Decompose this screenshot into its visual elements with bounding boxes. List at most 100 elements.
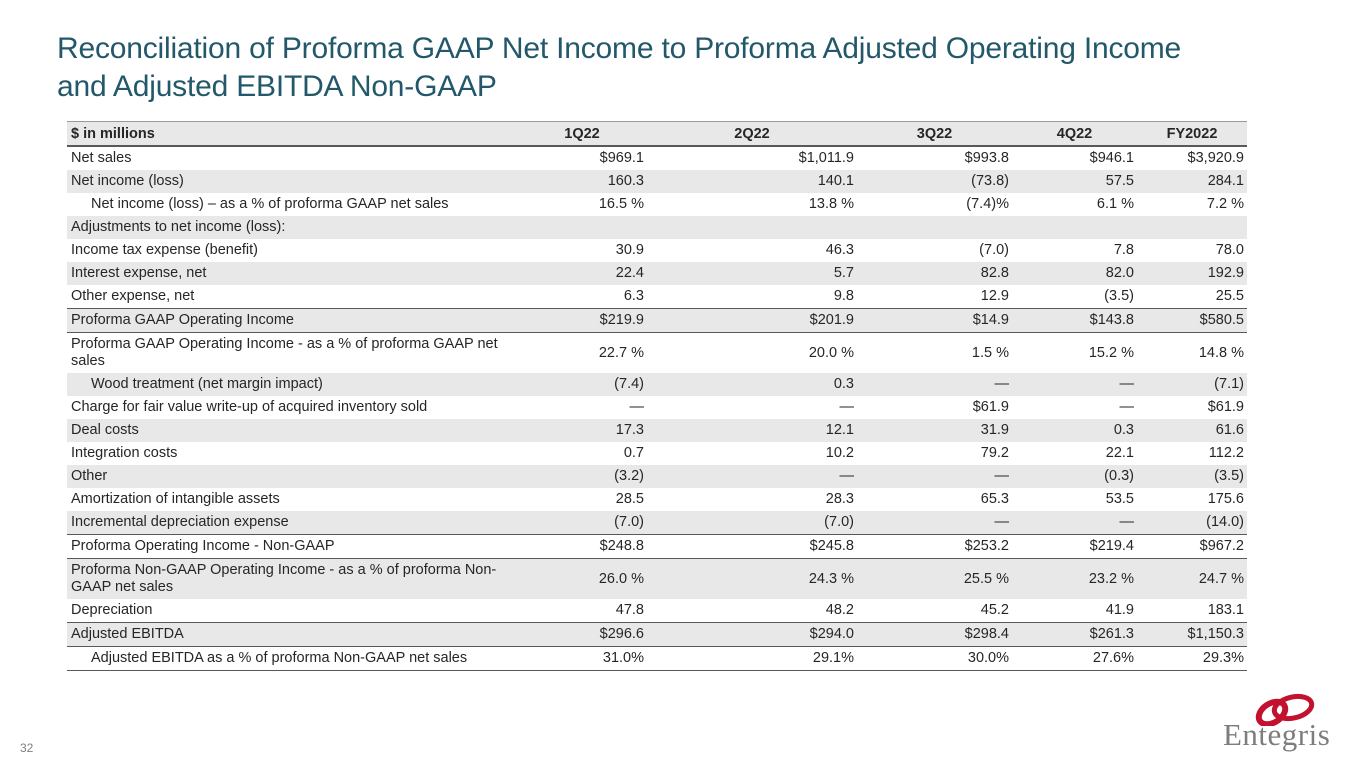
row-value: $61.9	[972, 399, 1009, 415]
row-value: 17.3	[517, 419, 647, 442]
row-value: 53.5	[1105, 491, 1134, 507]
row-value: (7.4)	[517, 373, 647, 396]
table-header: $ in millions 1Q22 2Q22 3Q22 4Q22 FY2022	[67, 121, 1247, 147]
table-row: Other (3.2) — — (0.3) (3.5)	[67, 465, 1247, 488]
row-value: 65.3	[980, 491, 1009, 507]
table-row: Proforma GAAP Operating Income $219.9 $201…	[67, 308, 1247, 333]
table-row: Wood treatment (net margin impact) (7.4) 0…	[67, 373, 1247, 396]
table-row: Net income (loss) 160.3 140.1 (73.8) 57.5 284…	[67, 170, 1247, 193]
column-header: 4Q22	[1012, 121, 1137, 147]
row-value: $580.5	[1137, 308, 1247, 333]
row-value: $946.1	[1089, 150, 1134, 166]
table-row: Adjustments to net income (loss):	[67, 216, 1247, 239]
row-value: $993.8	[964, 150, 1009, 166]
row-value: 112.2	[1208, 445, 1244, 461]
row-value: 31.9	[857, 419, 1012, 442]
row-value: 45.2	[980, 602, 1009, 618]
table-row: Integration costs 0.7 10.2 79.2 22.1 112.2	[67, 442, 1247, 465]
row-value: (7.0)	[517, 511, 647, 535]
row-label: Net income (loss)	[67, 170, 517, 193]
row-value: $1,150.3	[1137, 622, 1247, 647]
row-label: Proforma GAAP Operating Income - as a % …	[71, 336, 498, 369]
row-value: (3.5)	[1137, 465, 1247, 488]
row-label: Depreciation	[71, 602, 153, 618]
row-value: (0.3)	[1012, 465, 1137, 488]
row-value: 28.5	[615, 491, 644, 507]
row-label: Net income (loss) – as a % of proforma G…	[91, 196, 449, 212]
row-value: $219.4	[1012, 534, 1137, 559]
row-value: (3.2)	[517, 465, 647, 488]
table-row: Charge for fair value write-up of acquir…	[67, 396, 1247, 419]
row-value: —	[857, 373, 1012, 396]
row-value: 28.3	[825, 491, 854, 507]
column-header: 3Q22	[857, 121, 1012, 147]
row-value: 22.4	[517, 262, 647, 285]
row-value: (3.5)	[1104, 288, 1134, 304]
row-value: —	[1012, 373, 1137, 396]
row-label: Other	[67, 465, 517, 488]
table-body: Net sales $969.1 $1,011.9 $993.8 $946.1 $3,92…	[67, 146, 1247, 671]
row-value: $967.2	[1137, 534, 1247, 559]
table-row: Proforma Operating Income - Non-GAAP $248…	[67, 534, 1247, 559]
table-row: Adjusted EBITDA $296.6 $294.0 $298.4 $261.3 $…	[67, 622, 1247, 647]
row-value: —	[629, 399, 645, 415]
row-value: 0.3	[647, 373, 857, 396]
table-row: Adjusted EBITDA as a % of proforma Non-G…	[67, 646, 1247, 671]
entegris-wordmark: Entegris	[1223, 717, 1331, 752]
table-row: Net income (loss) – as a % of proforma G…	[67, 193, 1247, 216]
row-value: —	[839, 399, 855, 415]
row-label: Adjustments to net income (loss):	[67, 216, 517, 239]
row-value: $143.8	[1012, 308, 1137, 333]
column-header: 1Q22	[517, 121, 647, 147]
row-value: $219.9	[517, 308, 647, 333]
row-value: (7.0)	[647, 511, 857, 535]
row-value: 6.1 %	[1096, 196, 1134, 212]
row-value: 82.0	[1012, 262, 1137, 285]
row-label: Wood treatment (net margin impact)	[67, 373, 517, 396]
row-value: $14.9	[857, 308, 1012, 333]
row-value: 160.3	[517, 170, 647, 193]
row-value: $201.9	[647, 308, 857, 333]
row-label: Net sales	[71, 150, 132, 166]
row-label: Adjusted EBITDA	[67, 622, 517, 647]
row-value	[1137, 216, 1247, 239]
row-value: —	[1119, 399, 1135, 415]
row-value	[1012, 216, 1137, 239]
row-value: 30.0%	[857, 646, 1012, 671]
row-value: —	[647, 465, 857, 488]
row-value: (7.1)	[1137, 373, 1247, 396]
row-value: (7.0)	[979, 242, 1009, 258]
entegris-rings-icon	[1255, 693, 1315, 726]
row-value: 7.2 %	[1206, 196, 1244, 212]
row-value: 57.5	[1012, 170, 1137, 193]
row-value: 27.6%	[1012, 646, 1137, 671]
row-value: 15.2 %	[1088, 344, 1134, 361]
row-value: 79.2	[980, 445, 1009, 461]
row-value: 16.5 %	[598, 196, 644, 212]
row-value: 30.9	[615, 242, 644, 258]
row-value: 41.9	[1105, 602, 1134, 618]
row-value: 12.9	[980, 288, 1009, 304]
reconciliation-table: $ in millions 1Q22 2Q22 3Q22 4Q22 FY2022 Net …	[67, 121, 1247, 671]
row-value: 24.7 %	[1137, 558, 1247, 599]
row-value: 6.3	[623, 288, 644, 304]
row-value: $298.4	[857, 622, 1012, 647]
row-value: 82.8	[857, 262, 1012, 285]
row-value: —	[857, 511, 1012, 535]
row-value: 7.8	[1113, 242, 1134, 258]
page-title: Reconciliation of Proforma GAAP Net Inco…	[57, 32, 1182, 103]
row-value: 0.3	[1012, 419, 1137, 442]
row-value: $245.8	[647, 534, 857, 559]
table-row: Proforma Non-GAAP Operating Income - as …	[67, 558, 1247, 599]
row-value: $1,011.9	[798, 150, 854, 166]
row-value: 48.2	[825, 602, 854, 618]
row-value: 47.8	[615, 602, 644, 618]
row-label: Other expense, net	[71, 288, 195, 304]
row-value: 10.2	[825, 445, 854, 461]
table-row: Other expense, net 6.3 9.8 12.9 (3.5) 25.5	[67, 285, 1247, 309]
column-header: FY2022	[1137, 121, 1247, 147]
row-value: 140.1	[647, 170, 857, 193]
row-value: $261.3	[1012, 622, 1137, 647]
row-value: 175.6	[1207, 491, 1244, 507]
